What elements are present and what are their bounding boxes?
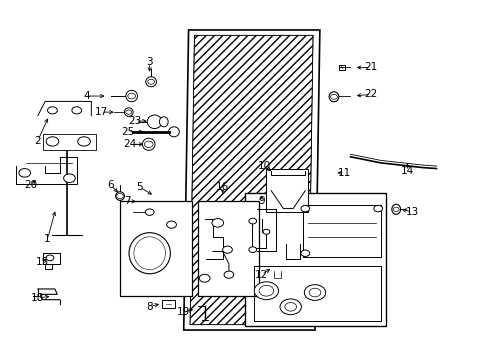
Bar: [162, 300, 175, 308]
Text: 16: 16: [216, 182, 229, 192]
Circle shape: [144, 141, 153, 148]
Circle shape: [285, 302, 296, 311]
Circle shape: [304, 285, 325, 300]
Circle shape: [127, 93, 135, 99]
Text: 17: 17: [94, 107, 107, 117]
Circle shape: [392, 207, 398, 211]
Circle shape: [222, 246, 232, 253]
Text: 10: 10: [257, 161, 270, 171]
Text: 18: 18: [31, 293, 44, 303]
Circle shape: [72, 107, 81, 114]
Ellipse shape: [328, 92, 338, 102]
Text: 11: 11: [337, 168, 350, 178]
Polygon shape: [183, 30, 319, 330]
Text: 5: 5: [136, 182, 143, 192]
Text: 9: 9: [258, 197, 264, 206]
Circle shape: [248, 247, 256, 252]
Circle shape: [63, 174, 75, 183]
Bar: [245, 193, 386, 327]
Text: 19: 19: [177, 307, 190, 317]
Ellipse shape: [116, 192, 124, 201]
Text: 12: 12: [254, 270, 267, 280]
Circle shape: [78, 137, 90, 146]
Text: 24: 24: [123, 139, 137, 149]
Circle shape: [46, 255, 54, 261]
Bar: [266, 169, 307, 212]
Circle shape: [224, 271, 233, 278]
Bar: [120, 202, 192, 296]
Ellipse shape: [125, 90, 137, 102]
Circle shape: [300, 250, 309, 256]
Circle shape: [248, 218, 256, 224]
Circle shape: [330, 94, 337, 99]
Circle shape: [300, 205, 309, 212]
Ellipse shape: [124, 108, 133, 116]
Circle shape: [46, 137, 59, 146]
Text: 7: 7: [124, 197, 131, 206]
Circle shape: [211, 219, 223, 227]
Circle shape: [125, 110, 131, 114]
Circle shape: [373, 205, 382, 212]
Ellipse shape: [147, 115, 162, 129]
Ellipse shape: [159, 117, 168, 127]
Bar: [198, 202, 259, 296]
Circle shape: [147, 79, 154, 84]
Text: 8: 8: [146, 302, 153, 312]
Circle shape: [47, 107, 57, 114]
Circle shape: [263, 229, 269, 234]
Text: 20: 20: [24, 180, 37, 190]
Text: 23: 23: [128, 116, 142, 126]
Text: 25: 25: [121, 127, 134, 137]
Ellipse shape: [145, 77, 156, 87]
Circle shape: [280, 299, 301, 315]
Text: 4: 4: [83, 91, 90, 101]
Circle shape: [116, 194, 123, 199]
Circle shape: [308, 288, 320, 297]
Circle shape: [199, 274, 209, 282]
Circle shape: [166, 221, 176, 228]
Circle shape: [254, 282, 278, 300]
Text: 13: 13: [405, 207, 418, 217]
Circle shape: [259, 285, 273, 296]
Text: 1: 1: [44, 234, 51, 244]
Text: 6: 6: [107, 180, 114, 190]
Ellipse shape: [142, 138, 155, 150]
Text: 2: 2: [35, 136, 41, 146]
Circle shape: [19, 168, 30, 177]
Ellipse shape: [129, 233, 170, 274]
Text: 22: 22: [364, 89, 377, 99]
Text: 14: 14: [400, 166, 413, 176]
Text: 15: 15: [36, 257, 49, 267]
Text: 3: 3: [146, 57, 153, 67]
Circle shape: [145, 209, 154, 215]
Text: 21: 21: [364, 63, 377, 72]
Ellipse shape: [391, 204, 400, 214]
